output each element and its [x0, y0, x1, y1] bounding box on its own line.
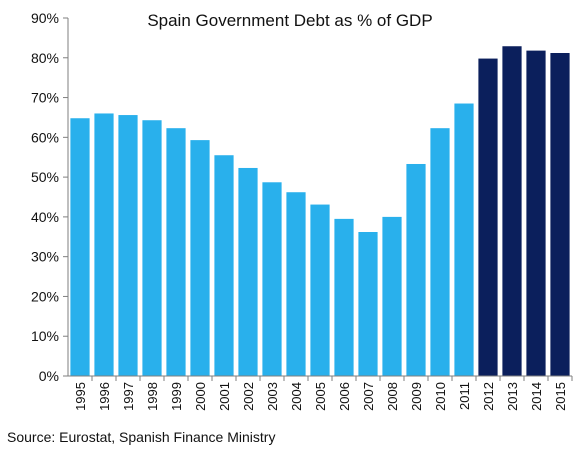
- bar-2005: [310, 204, 330, 376]
- y-tick-label: 30%: [31, 249, 59, 265]
- bar-2015: [550, 53, 570, 376]
- y-axis: 0% 10% 20% 30% 40% 50% 60% 70% 80% 90%: [31, 10, 69, 384]
- bar-2007: [358, 232, 378, 376]
- bar-1995: [70, 118, 90, 377]
- y-tick-label: 90%: [31, 10, 59, 26]
- x-tick-label: 2015: [553, 382, 568, 411]
- x-tick-label: 2006: [337, 382, 352, 411]
- x-tick-label: 1999: [169, 382, 184, 411]
- bar-1999: [166, 128, 186, 376]
- y-tick-label: 10%: [31, 328, 59, 344]
- y-tick-label: 20%: [31, 288, 59, 304]
- x-tick-label: 2000: [193, 382, 208, 411]
- bar-1997: [118, 115, 138, 377]
- bar-2001: [214, 155, 234, 376]
- x-tick-label: 1998: [145, 382, 160, 411]
- x-tick-label: 2010: [433, 382, 448, 411]
- bar-2000: [190, 140, 210, 376]
- y-tick-label: 50%: [31, 169, 59, 185]
- x-tick-label: 2002: [241, 382, 256, 411]
- bar-1998: [142, 120, 162, 377]
- bar-2014: [526, 50, 546, 377]
- x-tick-label: 2014: [529, 382, 544, 411]
- y-tick-label: 70%: [31, 90, 59, 106]
- bar-2004: [286, 192, 306, 376]
- x-tick-label: 1995: [73, 382, 88, 411]
- x-axis: 1995 1996 1997 1998 1999 2000 2001 2002 2003 2004…: [68, 375, 573, 411]
- x-tick-label: 2001: [217, 382, 232, 411]
- bar-2003: [262, 182, 282, 376]
- bar-2006: [334, 218, 354, 376]
- bar-2011: [454, 103, 474, 377]
- x-tick-label: 2003: [265, 382, 280, 411]
- bar-2012: [478, 58, 498, 376]
- x-tick-label: 1997: [121, 382, 136, 411]
- x-tick-label: 2007: [361, 382, 376, 411]
- y-tick-label: 0%: [39, 368, 59, 384]
- source-note: Source: Eurostat, Spanish Finance Minist…: [7, 429, 276, 445]
- bar-1996: [94, 113, 114, 376]
- x-tick-label: 2004: [289, 382, 304, 411]
- x-tick-label: 2005: [313, 382, 328, 411]
- bar-2009: [406, 163, 426, 376]
- bar-2010: [430, 128, 450, 376]
- x-tick-label: 2009: [409, 382, 424, 411]
- x-tick-label: 2008: [385, 382, 400, 411]
- x-tick-label: 1996: [97, 382, 112, 411]
- bar-2008: [382, 216, 402, 376]
- bar-2013: [502, 46, 522, 377]
- bars-group: [70, 46, 570, 377]
- y-tick-label: 60%: [31, 129, 59, 145]
- x-tick-label: 2012: [481, 382, 496, 411]
- chart-title: Spain Government Debt as % of GDP: [147, 11, 432, 30]
- y-tick-label: 80%: [31, 50, 59, 66]
- y-tick-label: 40%: [31, 209, 59, 225]
- x-tick-label: 2013: [505, 382, 520, 411]
- x-tick-label: 2011: [457, 382, 472, 410]
- bar-2002: [238, 167, 258, 376]
